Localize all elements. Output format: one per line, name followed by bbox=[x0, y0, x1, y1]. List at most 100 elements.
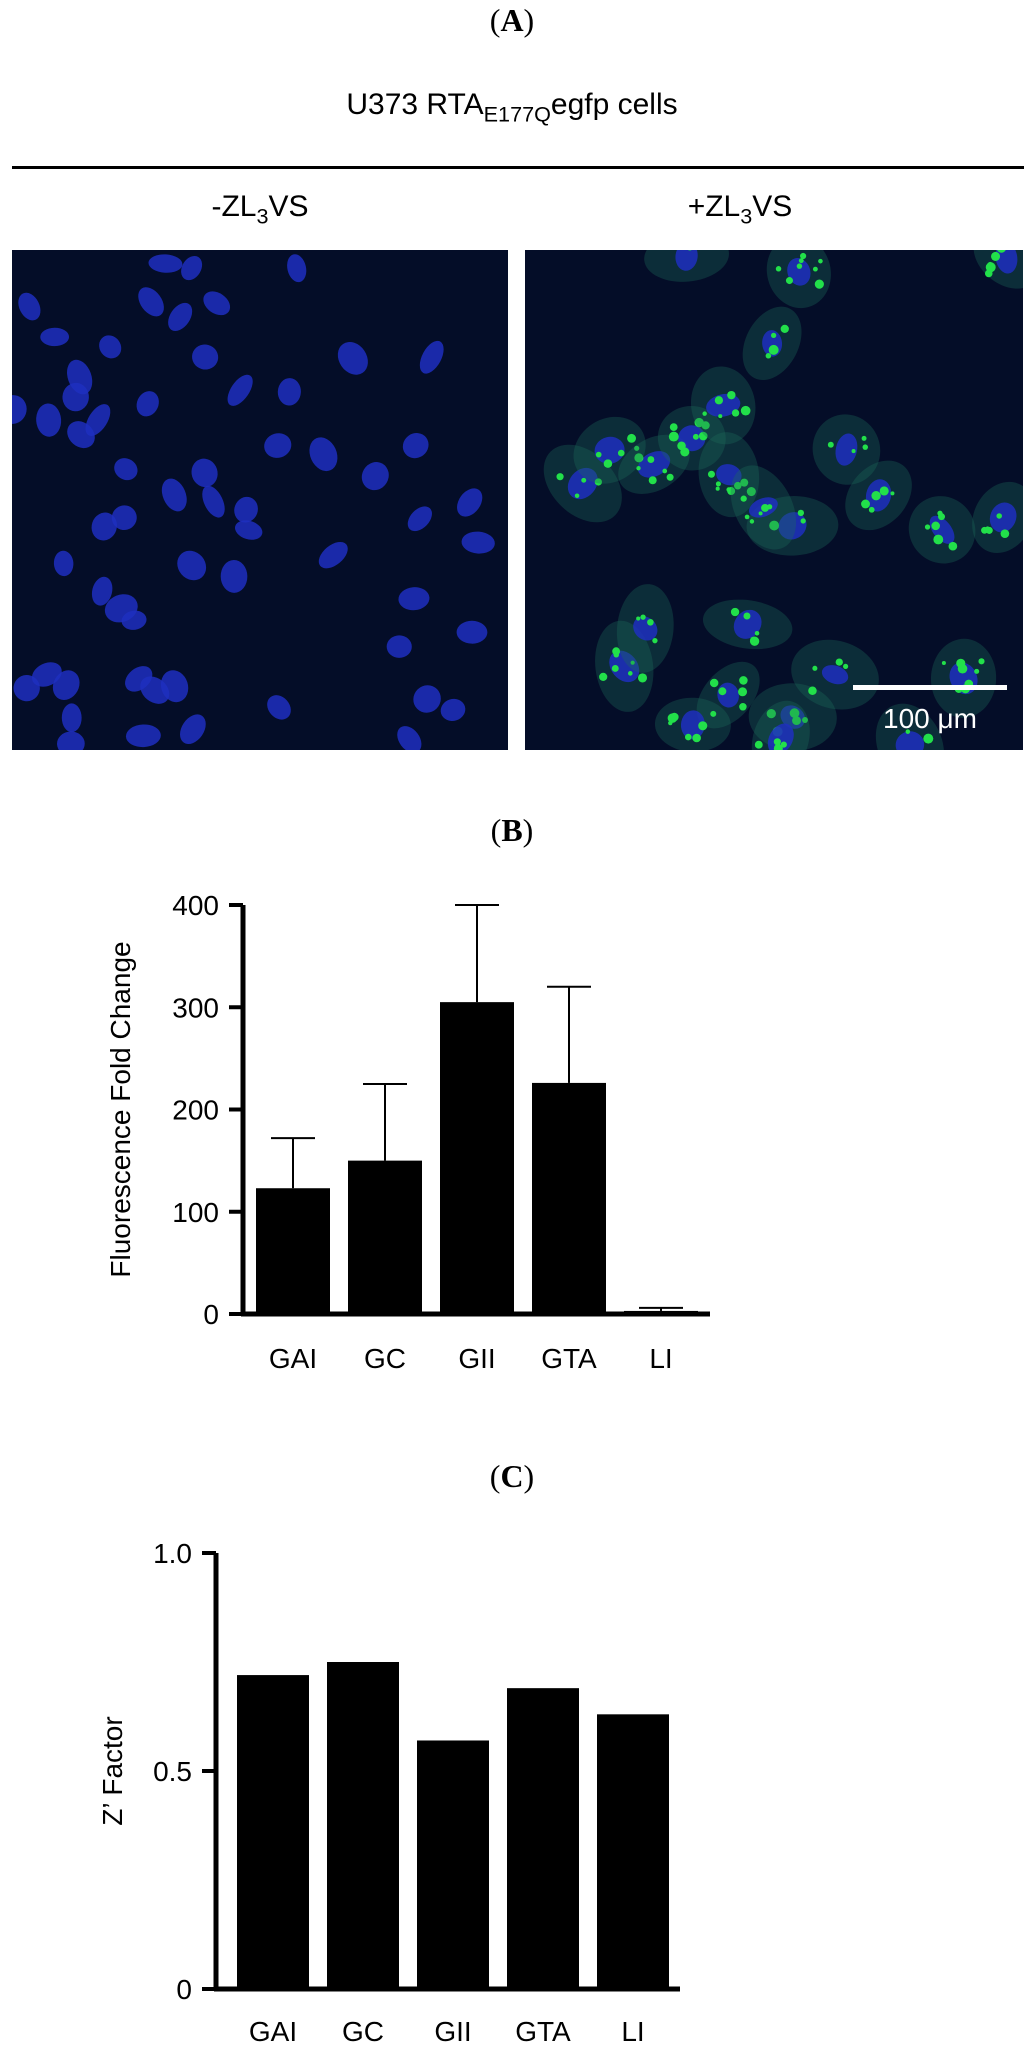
green-punctum bbox=[648, 476, 657, 485]
green-punctum bbox=[802, 717, 808, 723]
green-punctum bbox=[812, 665, 818, 671]
nucleus bbox=[36, 403, 62, 437]
green-punctum bbox=[997, 250, 1006, 253]
green-punctum bbox=[627, 433, 636, 443]
nucleus bbox=[180, 714, 206, 745]
green-punctum bbox=[800, 252, 807, 260]
y-axis-label: Z’ Factor bbox=[97, 1716, 128, 1825]
green-punctum bbox=[768, 344, 779, 355]
green-punctum bbox=[630, 660, 635, 665]
x-tick-label: LI bbox=[649, 1343, 672, 1374]
nucleus bbox=[397, 726, 422, 750]
nucleus bbox=[61, 703, 82, 733]
green-punctum bbox=[941, 660, 946, 666]
bar bbox=[256, 1188, 330, 1314]
chart-z-factor: 0 0.5 1.0 Z’ Factor GAI GC GII GTA LI bbox=[0, 1510, 1024, 2057]
green-punctum bbox=[670, 712, 679, 722]
green-punctum bbox=[933, 534, 944, 545]
nucleus bbox=[160, 670, 189, 703]
nucleus bbox=[114, 458, 138, 481]
nucleus bbox=[203, 291, 231, 316]
green-punctum bbox=[698, 431, 708, 441]
nucleus bbox=[895, 731, 925, 750]
green-punctum bbox=[731, 409, 740, 417]
green-punctum bbox=[956, 658, 966, 668]
nucleus bbox=[18, 292, 41, 321]
green-punctum bbox=[662, 468, 668, 474]
green-punctum bbox=[715, 486, 720, 491]
nucleus bbox=[440, 698, 466, 722]
nucleus bbox=[235, 520, 263, 540]
nucleus bbox=[91, 576, 113, 606]
nucleus bbox=[148, 254, 183, 273]
bar bbox=[507, 1688, 579, 1989]
x-tick-label: GII bbox=[458, 1343, 495, 1374]
green-punctum bbox=[851, 449, 856, 454]
scale-bar bbox=[853, 685, 1007, 690]
green-punctum bbox=[612, 647, 621, 656]
green-punctum bbox=[694, 417, 704, 428]
nucleus bbox=[91, 512, 117, 541]
nucleus bbox=[309, 437, 338, 472]
nucleus bbox=[567, 467, 598, 500]
x-tick-label: GAI bbox=[269, 1343, 317, 1374]
green-punctum bbox=[652, 637, 658, 644]
green-punctum bbox=[595, 451, 602, 458]
nucleus bbox=[192, 344, 219, 370]
nucleus bbox=[12, 395, 27, 424]
x-tick-label: GTA bbox=[541, 1343, 597, 1374]
green-punctum bbox=[594, 478, 602, 486]
nucleus bbox=[161, 478, 187, 512]
green-punctum bbox=[937, 510, 943, 516]
nucleus bbox=[821, 665, 849, 685]
green-punctum bbox=[556, 473, 564, 481]
nucleus bbox=[53, 550, 74, 577]
nucleus bbox=[637, 451, 671, 478]
nucleus bbox=[168, 302, 193, 332]
green-punctum bbox=[792, 716, 801, 726]
y-tick-label: 200 bbox=[172, 1095, 219, 1126]
bar bbox=[327, 1662, 399, 1989]
bar bbox=[624, 1310, 698, 1314]
nucleus bbox=[202, 485, 225, 518]
green-punctum bbox=[647, 456, 655, 463]
nucleus bbox=[733, 609, 762, 639]
bar bbox=[237, 1675, 309, 1989]
nucleus bbox=[989, 502, 1017, 533]
nucleus bbox=[402, 433, 429, 459]
x-tick-label: GII bbox=[434, 2016, 471, 2047]
green-punctum bbox=[740, 478, 749, 487]
green-punctum bbox=[680, 447, 690, 457]
treated-condition-label: +ZL3VS bbox=[687, 190, 793, 229]
y-tick-label: 400 bbox=[172, 890, 219, 921]
green-punctum bbox=[773, 738, 781, 746]
green-punctum bbox=[611, 664, 619, 672]
nucleus bbox=[177, 550, 207, 581]
nucleus bbox=[40, 327, 70, 347]
green-punctum bbox=[744, 514, 750, 520]
nucleus bbox=[181, 255, 203, 281]
nucleus bbox=[191, 458, 218, 488]
untreated-condition-label: -ZL3VS bbox=[211, 190, 309, 229]
green-punctum bbox=[843, 663, 849, 670]
green-punctum bbox=[718, 414, 723, 419]
x-tick-label: GAI bbox=[249, 2016, 297, 2047]
nucleus bbox=[716, 464, 742, 486]
panel-a-label: (A) bbox=[489, 2, 535, 38]
bar bbox=[597, 1714, 669, 1989]
green-punctum bbox=[890, 491, 895, 496]
green-punctum bbox=[1000, 529, 1010, 539]
nucleus bbox=[125, 666, 153, 692]
green-punctum bbox=[698, 721, 708, 731]
green-punctum bbox=[808, 686, 817, 695]
green-punctum bbox=[868, 506, 875, 513]
green-punctum bbox=[798, 258, 804, 264]
green-punctum bbox=[985, 262, 996, 273]
green-punctum bbox=[761, 503, 769, 512]
nucleus bbox=[413, 685, 441, 713]
green-punctum bbox=[996, 513, 1002, 519]
nucleus bbox=[407, 506, 432, 532]
green-punctum bbox=[812, 266, 818, 272]
nucleus bbox=[337, 341, 368, 375]
green-punctum bbox=[666, 473, 674, 481]
